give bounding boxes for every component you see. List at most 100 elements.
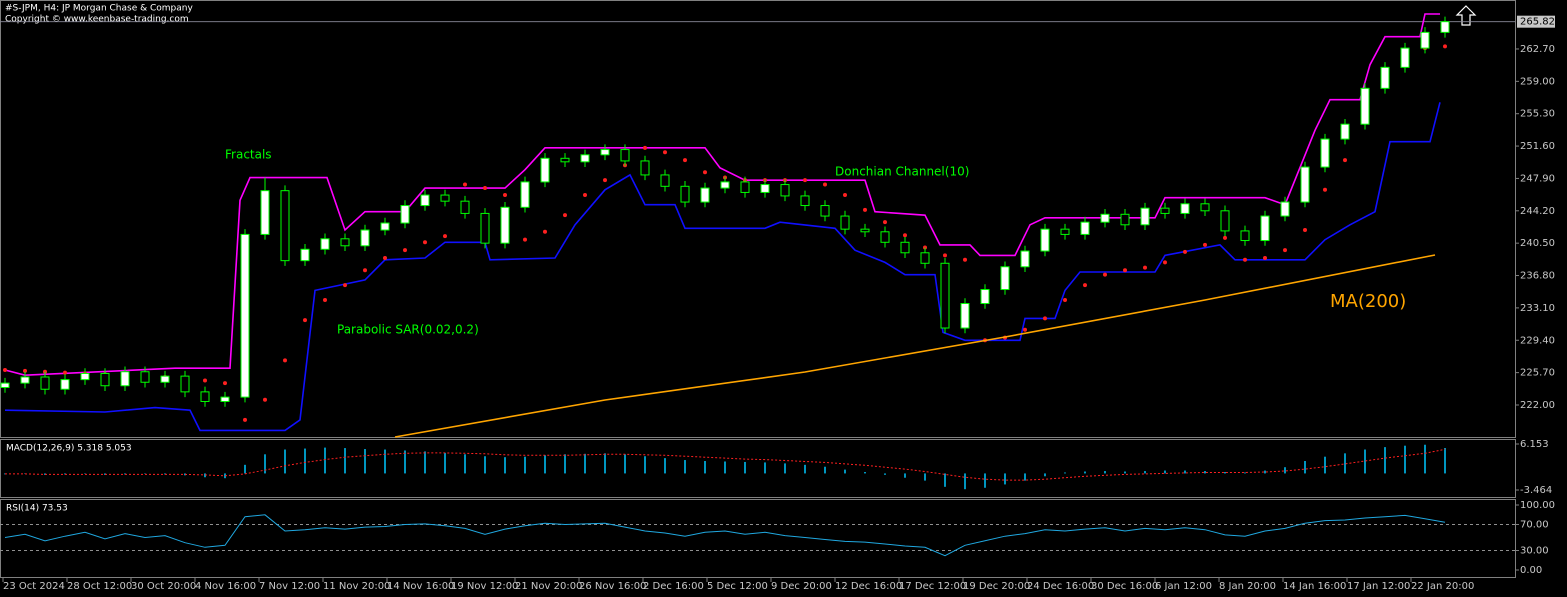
candle-body bbox=[140, 371, 150, 383]
sar-dot bbox=[1343, 158, 1347, 163]
candle-body bbox=[380, 222, 390, 231]
candle-body bbox=[480, 212, 490, 244]
sar-dot bbox=[203, 378, 207, 383]
candle-body bbox=[540, 157, 550, 183]
sar-dot bbox=[1063, 298, 1067, 303]
candle-body bbox=[1200, 203, 1210, 212]
sar-dot bbox=[543, 229, 547, 234]
sar-dot bbox=[1123, 268, 1127, 273]
sar-dot bbox=[823, 182, 827, 187]
y-tick-label: 229.40 bbox=[1520, 335, 1555, 346]
sar-dot bbox=[343, 283, 347, 288]
candle-body bbox=[1420, 31, 1430, 49]
rsi-line bbox=[4, 514, 1446, 557]
sar-dot bbox=[223, 381, 227, 386]
sar-dot bbox=[443, 234, 447, 239]
x-tick-label: 12 Dec 16:00 bbox=[835, 581, 902, 592]
y-tick-label: 236.80 bbox=[1520, 271, 1555, 282]
candle-body bbox=[580, 154, 590, 163]
x-tick-label: 14 Jan 16:00 bbox=[1283, 581, 1346, 592]
candle-body bbox=[300, 248, 310, 262]
sar-dot bbox=[1043, 316, 1047, 321]
y-tick-label: 30.00 bbox=[1520, 546, 1549, 557]
candle-body bbox=[320, 238, 330, 250]
arrow-icon bbox=[1455, 5, 1477, 26]
sar-dot bbox=[683, 158, 687, 163]
x-tick-label: 4 Nov 16:00 bbox=[195, 581, 256, 592]
sar-dot bbox=[1263, 256, 1267, 261]
candle-body bbox=[680, 185, 690, 203]
x-tick-label: 17 Jan 12:00 bbox=[1347, 581, 1410, 592]
candle-body bbox=[1080, 221, 1090, 235]
candle-body bbox=[780, 184, 790, 197]
candle-body bbox=[220, 396, 230, 402]
rsi-panel bbox=[0, 499, 1516, 578]
annotation: Fractals bbox=[225, 148, 272, 162]
x-tick-label: 19 Nov 12:00 bbox=[451, 581, 518, 592]
candle-body bbox=[720, 181, 730, 189]
x-tick-label: 9 Dec 20:00 bbox=[771, 581, 832, 592]
candle-body bbox=[600, 149, 610, 156]
sar-dot bbox=[1083, 283, 1087, 288]
sar-dot bbox=[463, 182, 467, 187]
x-tick-label: 19 Dec 20:00 bbox=[963, 581, 1030, 592]
sar-dot bbox=[1223, 235, 1227, 240]
x-tick-label: 5 Dec 12:00 bbox=[707, 581, 768, 592]
candle-body bbox=[1400, 47, 1410, 68]
y-tick-label: 247.90 bbox=[1520, 173, 1555, 184]
candle-body bbox=[1160, 207, 1170, 214]
sar-dot bbox=[243, 417, 247, 422]
sar-dot bbox=[563, 213, 567, 218]
y-tick-label: 100.00 bbox=[1520, 500, 1555, 511]
y-tick-label: 259.00 bbox=[1520, 76, 1555, 87]
y-tick-label: 70.00 bbox=[1520, 520, 1549, 531]
candle-body bbox=[620, 149, 630, 162]
sar-dot bbox=[583, 193, 587, 198]
candle-body bbox=[1440, 21, 1450, 33]
sar-dot bbox=[1443, 44, 1447, 49]
last-price-label: 265.82 bbox=[1520, 17, 1555, 28]
candle-body bbox=[1040, 228, 1050, 252]
candle-body bbox=[760, 184, 770, 193]
y-tick-label: 262.70 bbox=[1520, 44, 1555, 55]
candle-body bbox=[700, 187, 710, 203]
candle-body bbox=[740, 181, 750, 193]
candle-body bbox=[1120, 213, 1130, 226]
candle-body bbox=[360, 229, 370, 247]
y-tick-label: 0.00 bbox=[1520, 565, 1542, 576]
sar-dot bbox=[1323, 187, 1327, 192]
x-tick-label: 17 Dec 12:00 bbox=[899, 581, 966, 592]
sar-dot bbox=[843, 193, 847, 198]
x-tick-label: 23 Oct 2024 bbox=[3, 581, 65, 592]
last-price-box bbox=[1517, 15, 1555, 28]
candle-body bbox=[420, 194, 430, 207]
candle-body bbox=[860, 228, 870, 233]
candle-body bbox=[1280, 201, 1290, 217]
candle-body bbox=[240, 233, 250, 398]
sar-dot bbox=[3, 367, 7, 372]
candle-body bbox=[180, 375, 190, 393]
y-tick-label: 251.60 bbox=[1520, 141, 1555, 152]
sar-dot bbox=[303, 318, 307, 323]
candle-body bbox=[560, 157, 570, 163]
sar-dot bbox=[483, 186, 487, 191]
candle-body bbox=[1060, 228, 1070, 235]
y-tick-label: 255.30 bbox=[1520, 109, 1555, 120]
sar-dot bbox=[1103, 272, 1107, 277]
candle-body bbox=[280, 190, 290, 262]
candle-body bbox=[920, 252, 930, 264]
annotation: Donchian Channel(10) bbox=[835, 165, 969, 179]
y-tick-label: 225.70 bbox=[1520, 368, 1555, 379]
candle-body bbox=[40, 376, 50, 390]
y-tick-label: -3.464 bbox=[1520, 485, 1552, 496]
candle-body bbox=[460, 200, 470, 214]
sar-dot bbox=[1243, 257, 1247, 262]
sar-dot bbox=[23, 368, 27, 373]
candle-body bbox=[1100, 213, 1110, 223]
candle-body bbox=[640, 160, 650, 176]
candle-body bbox=[340, 238, 350, 247]
x-tick-label: 30 Dec 16:00 bbox=[1091, 581, 1158, 592]
candle-body bbox=[400, 205, 410, 224]
candle-body bbox=[660, 174, 670, 187]
candle-body bbox=[20, 376, 30, 384]
